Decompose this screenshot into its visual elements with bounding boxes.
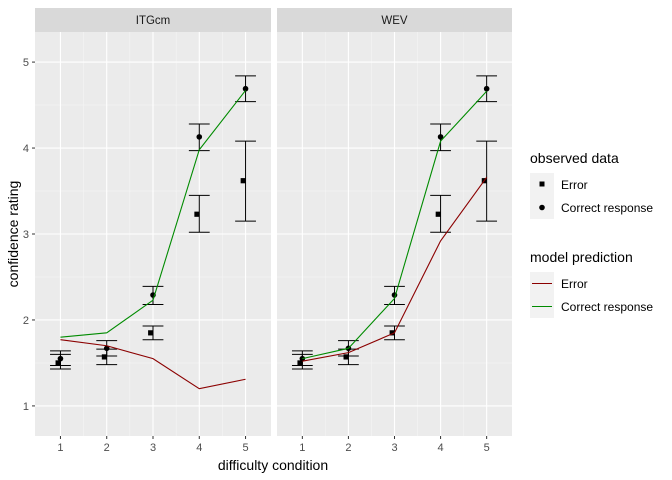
- point-correct-response-1: [57, 355, 64, 362]
- legend-key-observed-error: [539, 181, 545, 187]
- strip-itgcm: [35, 8, 271, 32]
- y-tick-label: 1: [23, 401, 29, 413]
- point-error-4: [194, 211, 200, 217]
- point-correct-response-2: [103, 345, 110, 352]
- legend-key-observed-correct: [539, 204, 545, 211]
- x-tick-label: 3: [150, 442, 156, 454]
- prediction-line-correct-response: [302, 90, 488, 360]
- legend-model-title: model prediction: [530, 249, 633, 265]
- x-tick-label: 3: [391, 442, 397, 454]
- prediction-line-correct-response: [60, 90, 246, 338]
- x-tick-label: 5: [484, 442, 490, 454]
- legend-observed-title: observed data: [530, 150, 619, 166]
- marks-wev: [291, 75, 498, 370]
- point-error-1: [55, 360, 61, 366]
- x-tick-label: 2: [345, 442, 351, 454]
- legend-label-model-error: Error: [561, 277, 588, 291]
- legend: observed data Error Correct response mod…: [530, 150, 653, 318]
- y-axis: 1 2 3 4 5: [23, 57, 35, 413]
- point-correct-response-5: [483, 85, 490, 92]
- point-correct-response-4: [196, 134, 203, 140]
- x-tick-label: 4: [196, 442, 202, 454]
- y-axis-title: confidence rating: [5, 181, 21, 288]
- point-error-1: [297, 360, 303, 366]
- y-tick-label: 4: [23, 143, 29, 155]
- x-axis-wev: 1 2 3 4 5: [299, 436, 490, 454]
- point-error-4: [435, 211, 441, 217]
- x-tick-label: 1: [57, 442, 63, 454]
- legend-label-model-correct: Correct response: [561, 300, 653, 314]
- x-tick-label: 1: [299, 442, 305, 454]
- point-error-5: [240, 178, 246, 184]
- point-error-3: [389, 330, 395, 336]
- point-error-3: [148, 330, 154, 336]
- point-error-2: [343, 354, 349, 360]
- point-correct-response-4: [437, 134, 444, 140]
- x-axis-title: difficulty condition: [218, 457, 328, 473]
- strip-wev: [277, 8, 512, 32]
- y-tick-label: 3: [23, 229, 29, 241]
- y-tick-label: 2: [23, 315, 29, 327]
- point-correct-response-5: [242, 85, 249, 92]
- prediction-line-error: [302, 176, 488, 362]
- legend-label-observed-error: Error: [561, 178, 588, 192]
- y-tick-label: 5: [23, 57, 29, 69]
- strip-label-wev: WEV: [381, 15, 408, 27]
- grid-itgcm: [35, 32, 271, 436]
- x-tick-label: 5: [242, 442, 248, 454]
- prediction-line-error: [60, 339, 246, 390]
- x-tick-label: 2: [104, 442, 110, 454]
- legend-label-observed-correct: Correct response: [561, 201, 653, 215]
- x-tick-label: 4: [438, 442, 444, 454]
- marks-itgcm: [50, 75, 256, 390]
- grid-wev: [277, 32, 512, 436]
- x-axis-itgcm: 1 2 3 4 5: [57, 436, 249, 454]
- strip-label-itgcm: ITGcm: [136, 15, 171, 27]
- point-error-2: [101, 354, 108, 360]
